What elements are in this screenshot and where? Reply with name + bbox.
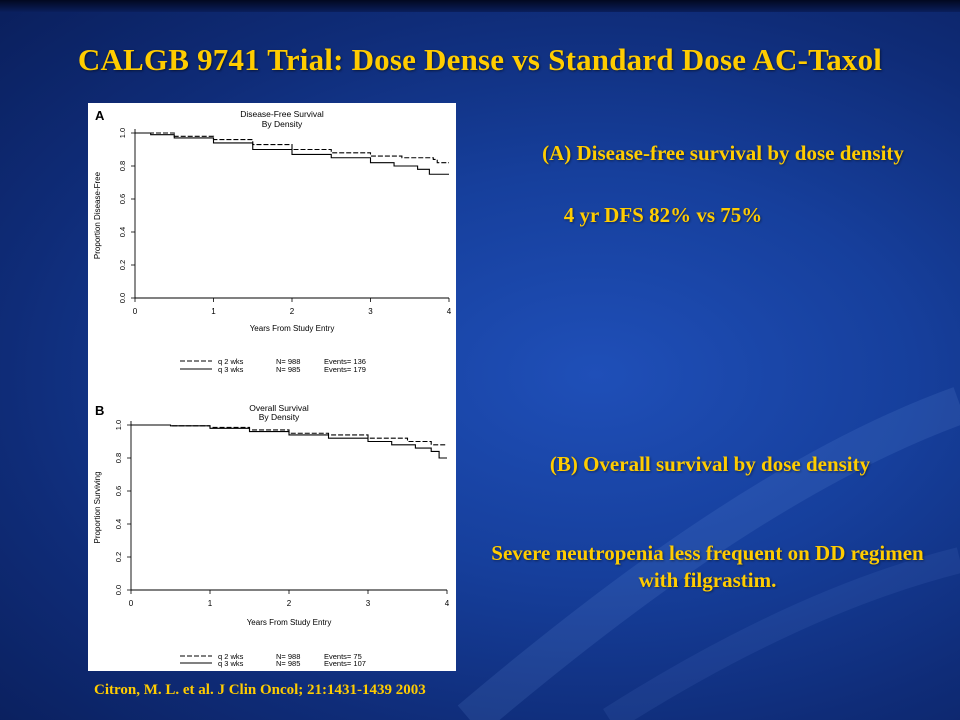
panel-a-ytick-label: 0.6 (118, 194, 127, 204)
panel-a-ytick-label: 0.8 (118, 161, 127, 171)
citation: Citron, M. L. et al. J Clin Oncol; 21:14… (94, 682, 426, 698)
panel-b-xtick-label: 0 (129, 599, 134, 608)
panel-a-description: (A) Disease-free survival by dose densit… (542, 141, 904, 165)
panel-a-series-q2wks-line (135, 132, 449, 164)
panel-a-ytick-label: 0.0 (118, 293, 127, 303)
panel-a-legend-events: Events= 179 (324, 365, 366, 374)
panel-b-xtick-label: 1 (208, 599, 213, 608)
panel-b-legend-name: q 3 wks (218, 659, 244, 668)
panel-b-ytick-label: 0.6 (114, 486, 123, 496)
panel-b-xtick-label: 2 (287, 599, 292, 608)
panel-a-series-q3wks-line (135, 132, 449, 175)
panel-a-xtick-label: 1 (211, 307, 216, 316)
neutropenia-note: Severe neutropenia less frequent on DD r… (491, 541, 924, 592)
panel-a-title: Disease-Free Survival (240, 109, 324, 119)
top-dark-band (0, 0, 960, 12)
panel-b-xtick-label: 4 (445, 599, 450, 608)
panel-a-ytick-label: 0.2 (118, 260, 127, 270)
panel-a-ytick-label: 1.0 (118, 128, 127, 138)
panel-b-legend-events: Events= 107 (324, 659, 366, 668)
panel-a-ytick-label: 0.4 (118, 227, 127, 237)
panel-b-title: Overall Survival (249, 403, 309, 413)
panel-a-legend-n: N= 988 (276, 357, 300, 366)
panel-a-xlabel: Years From Study Entry (250, 324, 335, 333)
panel-a-legend-name: q 2 wks (218, 357, 244, 366)
panel-b-ylabel: Proportion Surviving (93, 471, 102, 543)
panel-a-stat: 4 yr DFS 82% vs 75% (563, 203, 763, 227)
panel-b-ytick-label: 0.8 (114, 453, 123, 463)
panel-a-xtick-label: 2 (290, 307, 295, 316)
panel-b-xlabel: Years From Study Entry (247, 618, 332, 627)
panel-b-description: (B) Overall survival by dose density (549, 452, 871, 476)
panel-b-axes (130, 421, 447, 591)
panel-b-ytick-label: 0.0 (114, 585, 123, 595)
panel-a-legend-n: N= 985 (276, 365, 300, 374)
panel-b-ytick-label: 1.0 (114, 420, 123, 430)
survival-figure: A Disease-Free Survival By Density 0.0 0.2 0.… (88, 103, 456, 671)
panel-a-legend-events: Events= 136 (324, 357, 366, 366)
panel-b-xtick-label: 3 (366, 599, 371, 608)
panel-b-subtitle: By Density (259, 412, 300, 422)
panel-a-xtick-label: 4 (447, 307, 452, 316)
panel-b-series-q3wks-line (131, 424, 447, 459)
panel-b-legend-name: q 2 wks (218, 652, 244, 661)
panel-a-subtitle: By Density (262, 119, 303, 129)
panel-b-legend-events: Events= 75 (324, 652, 362, 661)
panel-b-legend-n: N= 985 (276, 659, 300, 668)
panel-b-ytick-label: 0.2 (114, 552, 123, 562)
panel-a-ylabel: Proportion Disease-Free (93, 171, 102, 259)
panel-b-label: B (95, 403, 104, 418)
panel-a-xtick-label: 3 (368, 307, 373, 316)
panel-a-xtick-label: 0 (133, 307, 138, 316)
panel-b-ytick-label: 0.4 (114, 519, 123, 529)
panel-b-legend-n: N= 988 (276, 652, 300, 661)
panel-a-label: A (95, 108, 105, 123)
panel-a-legend-name: q 3 wks (218, 365, 244, 374)
slide-title: CALGB 9741 Trial: Dose Dense vs Standard… (77, 42, 883, 77)
